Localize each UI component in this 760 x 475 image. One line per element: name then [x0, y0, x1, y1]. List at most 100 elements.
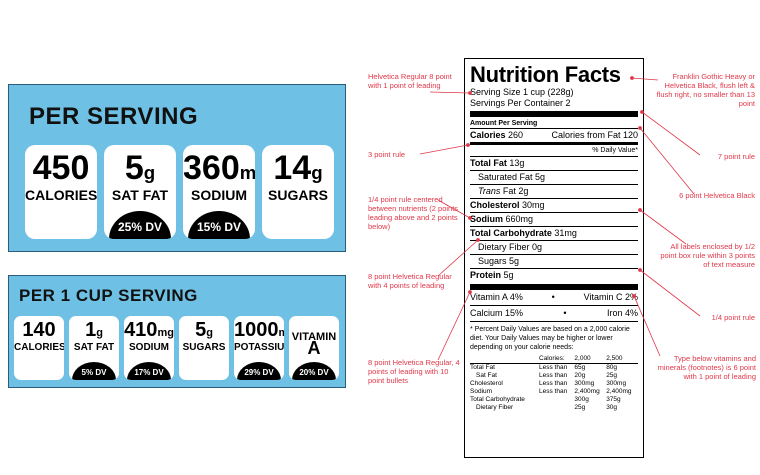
footnote: * Percent Daily Values are based on a 2,… — [470, 326, 630, 351]
nutrient-row: Saturated Fat 5g — [470, 170, 638, 184]
nutrient-name: Trans — [478, 186, 501, 196]
nutrient-amount: 5g — [506, 256, 520, 266]
servings-per-container: Servings Per Container 2 — [470, 98, 571, 108]
nutrient-row: Sodium 660mg — [470, 212, 638, 226]
nutrient-badge: 1000mgPOTASSIUM 29% DV — [234, 316, 284, 380]
nutrient-badge: VITAMIN A 20% DV — [289, 316, 339, 380]
badge-label: POTASSIUM — [234, 342, 284, 353]
badge-value: 1g — [85, 319, 103, 341]
annotation-serving: Helvetica Regular 8 point with 1 point o… — [368, 72, 452, 90]
fop-panel-per-cup: PER 1 CUP SERVING 140 CALORIES 1g SAT FAT 5%… — [8, 275, 346, 388]
nutrient-name: Total Fat — [470, 158, 507, 168]
hair-rule — [470, 321, 638, 322]
badge-value: 410mg — [124, 319, 174, 341]
badge-label: SUGARS — [182, 342, 226, 353]
mid-rule — [470, 142, 638, 145]
annotation-footnotes: Type below vitamins and minerals (footno… — [657, 354, 756, 381]
nutrient-name: Sodium — [470, 214, 503, 224]
badge-daily-value: 20% DV — [292, 362, 336, 380]
badge-label: A — [307, 338, 321, 358]
label-title: Nutrition Facts — [470, 62, 621, 87]
nutrient-row: Protein 5g — [470, 268, 638, 282]
badge-value: 450 — [32, 149, 90, 187]
nutrient-name: Sugars — [478, 256, 507, 266]
nutrient-badge: 1g SAT FAT 5% DV — [69, 316, 119, 380]
calories-from-fat: Calories from Fat 120 — [551, 130, 638, 140]
badge-label: CALORIES — [14, 342, 64, 353]
badge-daily-value: 5% DV — [72, 362, 116, 380]
daily-value-header: % Daily Value* — [592, 147, 638, 154]
badge-unit: g — [206, 327, 213, 339]
nutrient-amount: 2g — [515, 186, 529, 196]
nutrient-amount: 660mg — [503, 214, 534, 224]
nutrient-badge: 450 CALORIES — [25, 145, 97, 239]
badge-label: SODIUM — [129, 342, 169, 353]
badge-label: SAT FAT — [111, 187, 169, 203]
vitamin-right: Iron 4% — [606, 308, 638, 318]
annotation-title-font: Franklin Gothic Heavy or Helvetica Black… — [656, 72, 755, 108]
nutrient-row: Dietary Fiber 0g — [470, 240, 638, 254]
annotation-8pt: 8 point Helvetica Regular with 4 points … — [368, 272, 452, 290]
nutrient-badge: 5g SUGARS — [179, 316, 229, 380]
annotation-box-rule: All labels enclosed by 1/2 point box rul… — [660, 242, 755, 269]
annotation-7pt-rule: 7 point rule — [717, 152, 755, 161]
badge-daily-value: 29% DV — [237, 362, 281, 380]
nutrient-name: Cholesterol — [470, 200, 520, 210]
annotation-3pt-rule: 3 point rule — [368, 150, 406, 159]
badge-value: 1000mg — [234, 319, 284, 344]
badge-value: 14g — [273, 149, 323, 187]
badge-unit: mg — [157, 327, 174, 339]
nutrient-badge: 14g SUGARS — [262, 145, 334, 239]
badge-label: SODIUM — [191, 187, 247, 203]
nutrient-badge: 360mgSODIUM 15% DV — [183, 145, 255, 239]
badge-label: CALORIES — [25, 187, 97, 203]
table-row: Sat Fat Less than 20g 25g — [476, 372, 618, 379]
badge-daily-value: 17% DV — [127, 362, 171, 380]
leader-line — [641, 111, 701, 156]
badge-unit: mg — [239, 162, 255, 183]
badge-value: VITAMIN — [291, 331, 337, 343]
thick-rule — [470, 284, 638, 290]
nutrient-row: Trans Fat 2g — [470, 184, 638, 198]
annotation-bullets: 8 point Helvetica Regular, 4 points of l… — [368, 358, 460, 385]
annotation-quarter-rule: 1/4 point rule centered between nutrient… — [368, 195, 459, 231]
nutrient-amount: 5g — [501, 270, 514, 280]
annotation-6pt-black: 6 point Helvetica Black — [679, 191, 755, 200]
leader-line — [639, 127, 695, 195]
table-row: Total Carbohydrate 300g 375g — [470, 396, 621, 403]
table-row: Cholesterol Less than 300mg 300mg — [470, 380, 627, 387]
badge-unit: g — [311, 162, 323, 183]
thick-rule — [470, 111, 638, 117]
badge-daily-value: 15% DV — [188, 211, 250, 239]
calories-row: Calories 260 Calories from Fat 120 — [470, 128, 638, 142]
badge-unit: mg — [278, 327, 285, 339]
nutrient-row: Cholesterol 30mg — [470, 198, 638, 212]
badge-daily-value: 25% DV — [109, 211, 171, 239]
amount-per-serving: Amount Per Serving — [470, 120, 538, 127]
badge-value: 140 — [22, 319, 56, 341]
daily-value-table: Calories: 2,000 2,500 Total Fat Less than 65g… — [470, 355, 638, 412]
vitamin-left: Calcium 15% — [470, 308, 524, 318]
badge-value: 360mg — [183, 149, 255, 192]
nutrient-amount: 13g — [506, 158, 525, 168]
nutrient-amount: 31mg — [551, 228, 577, 238]
badge-label: SAT FAT — [73, 342, 115, 353]
vitamin-row: Vitamin A 4% • Vitamin C 2% — [470, 290, 638, 305]
bullet: • — [551, 292, 555, 302]
serving-size: Serving Size 1 cup (228g) — [470, 87, 574, 97]
annotation-quarter-pt-rule: 1/4 point rule — [711, 313, 755, 322]
fop-panel-per-serving: PER SERVING 450 CALORIES 5g SAT FAT 25% DV 36… — [8, 84, 346, 252]
nutrient-amount: 30mg — [519, 200, 545, 210]
nutrient-name: Saturated Fat — [478, 172, 533, 182]
nutrient-badge: 140 CALORIES — [14, 316, 64, 380]
badge-unit: g — [96, 327, 103, 339]
nutrient-row: Sugars 5g — [470, 254, 638, 268]
calories-label: Calories — [470, 130, 506, 140]
nutrient-badge: 410mg SODIUM 17% DV — [124, 316, 174, 380]
vitamin-right: Vitamin C 2% — [583, 292, 638, 302]
badge-value: 5g — [124, 149, 156, 187]
leader-line — [639, 269, 701, 317]
nutrient-row: Total Carbohydrate 31mg — [470, 226, 638, 240]
calories-value: 260 — [508, 130, 524, 140]
nutrient-amount: 0g — [529, 242, 543, 252]
